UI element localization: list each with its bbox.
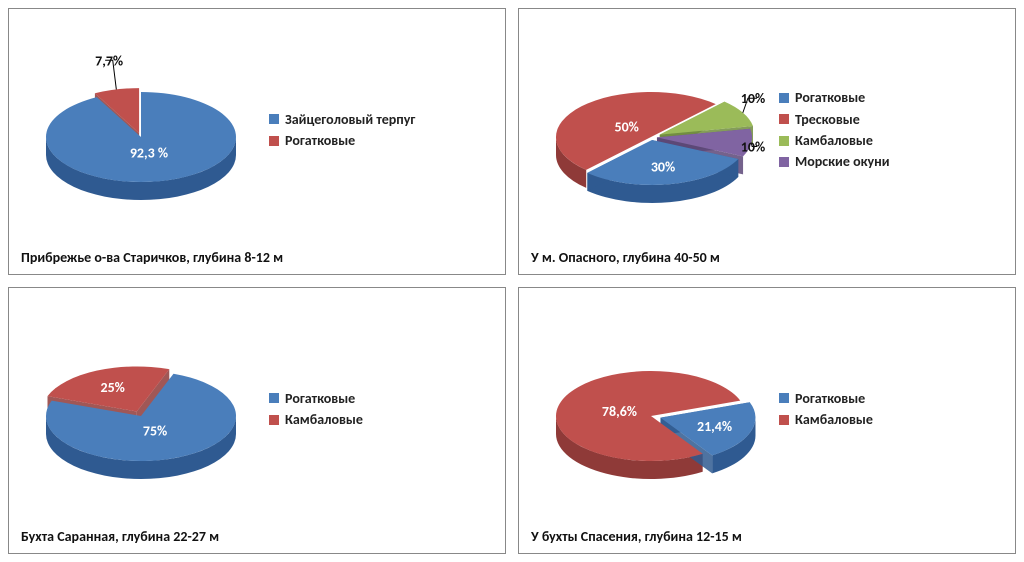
legend: Зайцеголовый терпуг Рогатковые (261, 112, 493, 149)
slice-value-label: 30% (651, 158, 675, 175)
legend-label: Камбаловые (795, 412, 873, 427)
legend: Рогатковые Камбаловые (261, 391, 493, 428)
slice-value-label: 10% (741, 90, 765, 107)
legend-swatch (779, 114, 789, 124)
legend-label: Рогатковые (795, 391, 865, 406)
chart-panel: 21,4% 78,6% Рогатковые Камбаловые У бухты Сп… (518, 287, 1016, 554)
legend-item: Морские окуни (779, 154, 1003, 169)
chart-panel: 92,3 % 7,7% Зайцеголовый терпуг Рогатковые П… (8, 8, 506, 275)
legend-item: Рогатковые (269, 133, 493, 148)
legend-swatch (269, 136, 279, 146)
chart-body: 92,3 % 7,7% Зайцеголовый терпуг Рогатковые (21, 15, 493, 245)
slice-value-label: 7,7% (95, 52, 123, 69)
slice-value-label: 10% (741, 139, 765, 156)
chart-panel: 30% 50% 10% 10% Рогатковые Тресковые Камбаловы… (518, 8, 1016, 275)
legend-label: Камбаловые (285, 412, 363, 427)
legend-swatch (779, 393, 789, 403)
legend-label: Рогатковые (795, 90, 865, 105)
legend-swatch (269, 393, 279, 403)
slice-value-label: 21,4% (697, 418, 732, 435)
slice-value-label: 25% (100, 379, 124, 396)
legend-label: Тресковые (795, 112, 860, 127)
chart-caption: Прибрежье о-ва Старичков, глубина 8-12 м (21, 245, 493, 266)
chart-body: 30% 50% 10% 10% Рогатковые Тресковые Камбаловы… (531, 15, 1003, 245)
pie-chart: 75% 25% (21, 324, 261, 494)
legend-swatch (269, 415, 279, 425)
slice-value-label: 92,3 % (130, 144, 168, 161)
slice-value-label: 50% (614, 118, 638, 135)
pie-chart: 92,3 % 7,7% (21, 45, 261, 215)
chart-grid: 92,3 % 7,7% Зайцеголовый терпуг Рогатковые П… (8, 8, 1016, 554)
legend-label: Камбаловые (795, 133, 873, 148)
pie-slice (46, 92, 236, 182)
legend-label: Рогатковые (285, 391, 355, 406)
slice-value-label: 75% (143, 422, 167, 439)
legend-item: Рогатковые (779, 391, 1003, 406)
legend-item: Камбаловые (779, 133, 1003, 148)
legend-swatch (779, 157, 789, 167)
legend-item: Зайцеголовый терпуг (269, 112, 493, 127)
chart-caption: Бухта Саранная, глубина 22-27 м (21, 524, 493, 545)
legend-item: Рогатковые (779, 90, 1003, 105)
chart-caption: У м. Опасного, глубина 40-50 м (531, 245, 1003, 266)
chart-body: 75% 25% Рогатковые Камбаловые (21, 294, 493, 524)
chart-panel: 75% 25% Рогатковые Камбаловые Бухта Саранная… (8, 287, 506, 554)
legend-item: Камбаловые (779, 412, 1003, 427)
pie-chart: 30% 50% 10% 10% (531, 45, 771, 215)
legend-item: Камбаловые (269, 412, 493, 427)
legend-item: Тресковые (779, 112, 1003, 127)
chart-body: 21,4% 78,6% Рогатковые Камбаловые (531, 294, 1003, 524)
legend: Рогатковые Камбаловые (771, 391, 1003, 428)
legend: Рогатковые Тресковые Камбаловые Морские оку… (771, 90, 1003, 170)
slice-value-label: 78,6% (602, 403, 637, 420)
legend-label: Зайцеголовый терпуг (285, 112, 415, 127)
legend-swatch (269, 114, 279, 124)
legend-label: Рогатковые (285, 133, 355, 148)
legend-label: Морские окуни (795, 154, 890, 169)
legend-swatch (779, 136, 789, 146)
pie-chart: 21,4% 78,6% (531, 324, 771, 494)
legend-swatch (779, 415, 789, 425)
legend-item: Рогатковые (269, 391, 493, 406)
legend-swatch (779, 93, 789, 103)
chart-caption: У бухты Спасения, глубина 12-15 м (531, 524, 1003, 545)
